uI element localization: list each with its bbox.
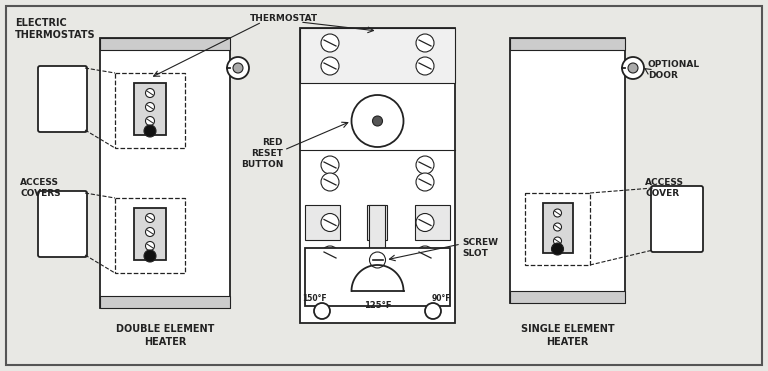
- Circle shape: [416, 246, 434, 264]
- Bar: [100, 296, 230, 308]
- Circle shape: [321, 246, 339, 264]
- Circle shape: [551, 243, 564, 255]
- Circle shape: [416, 213, 434, 232]
- Circle shape: [425, 303, 441, 319]
- Circle shape: [314, 303, 330, 319]
- Bar: [510, 38, 625, 303]
- Bar: [525, 193, 590, 265]
- Circle shape: [554, 223, 561, 231]
- Bar: [305, 248, 450, 306]
- Text: OPTIONAL
DOOR: OPTIONAL DOOR: [648, 60, 700, 80]
- Bar: [305, 205, 340, 240]
- FancyBboxPatch shape: [38, 191, 87, 257]
- Text: SCREW
SLOT: SCREW SLOT: [462, 238, 498, 258]
- Circle shape: [321, 173, 339, 191]
- Bar: [369, 205, 385, 268]
- Bar: [134, 208, 166, 260]
- Text: THERMOSTAT: THERMOSTAT: [250, 14, 318, 23]
- Circle shape: [233, 63, 243, 73]
- Bar: [115, 198, 185, 273]
- Text: 125°F: 125°F: [364, 301, 391, 310]
- Text: ACCESS
COVERS: ACCESS COVERS: [20, 178, 61, 198]
- Circle shape: [352, 95, 403, 147]
- Bar: [100, 38, 230, 50]
- Bar: [510, 38, 625, 50]
- Text: 150°F: 150°F: [302, 294, 326, 303]
- Circle shape: [554, 209, 561, 217]
- Circle shape: [321, 213, 339, 232]
- Circle shape: [416, 156, 434, 174]
- Circle shape: [369, 252, 386, 268]
- Text: SINGLE ELEMENT
HEATER: SINGLE ELEMENT HEATER: [521, 324, 614, 347]
- Text: DOUBLE ELEMENT
HEATER: DOUBLE ELEMENT HEATER: [116, 324, 214, 347]
- Circle shape: [321, 34, 339, 52]
- Circle shape: [622, 57, 644, 79]
- Circle shape: [144, 250, 156, 262]
- Circle shape: [416, 173, 434, 191]
- Circle shape: [145, 242, 154, 250]
- Bar: [115, 73, 185, 148]
- Bar: [300, 28, 455, 323]
- Bar: [510, 291, 625, 303]
- Bar: [415, 205, 450, 240]
- FancyBboxPatch shape: [38, 66, 87, 132]
- Circle shape: [554, 237, 561, 245]
- Circle shape: [321, 57, 339, 75]
- Text: RED
RESET
BUTTON: RED RESET BUTTON: [240, 138, 283, 169]
- Bar: [367, 205, 387, 240]
- Text: ACCESS
COVER: ACCESS COVER: [645, 178, 684, 198]
- FancyBboxPatch shape: [651, 186, 703, 252]
- Circle shape: [321, 156, 339, 174]
- Text: 90°F: 90°F: [432, 294, 451, 303]
- Circle shape: [145, 102, 154, 112]
- Bar: [542, 203, 572, 253]
- Circle shape: [144, 125, 156, 137]
- Bar: [134, 83, 166, 135]
- Circle shape: [145, 116, 154, 125]
- Circle shape: [145, 213, 154, 223]
- Bar: [300, 28, 455, 83]
- Circle shape: [628, 63, 638, 73]
- Text: ELECTRIC
THERMOSTATS: ELECTRIC THERMOSTATS: [15, 18, 96, 40]
- Circle shape: [227, 57, 249, 79]
- Circle shape: [145, 227, 154, 236]
- Circle shape: [416, 57, 434, 75]
- Circle shape: [145, 89, 154, 98]
- Circle shape: [372, 116, 382, 126]
- Circle shape: [416, 34, 434, 52]
- Bar: [100, 38, 230, 308]
